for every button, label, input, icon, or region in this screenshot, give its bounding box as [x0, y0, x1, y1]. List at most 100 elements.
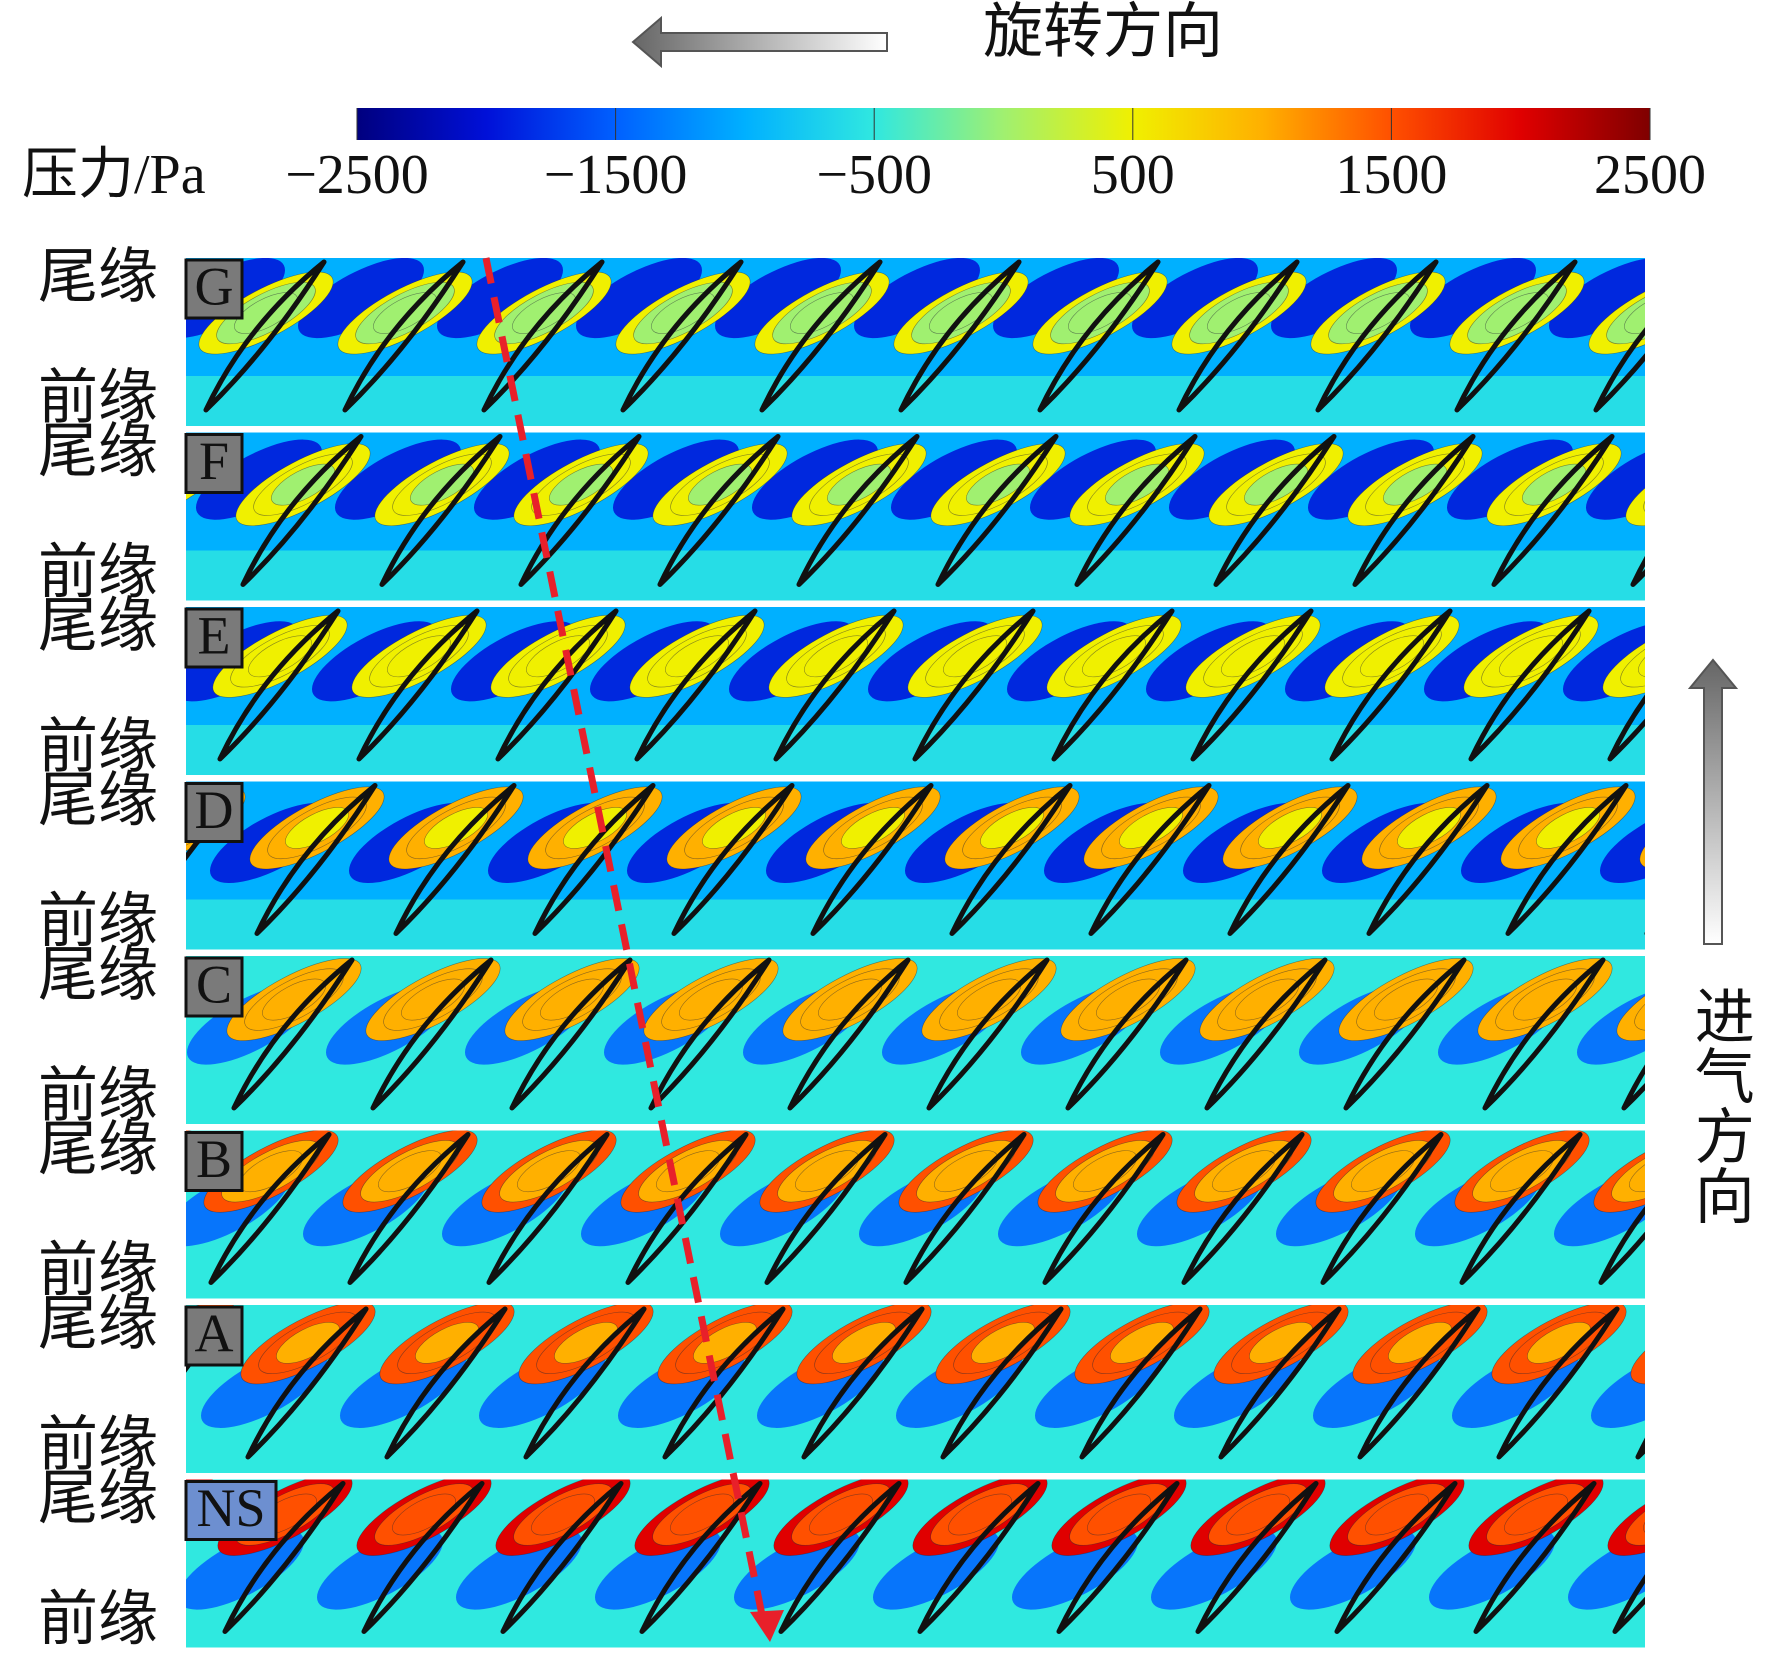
low-pressure: [1428, 1529, 1556, 1610]
low-pressure: [316, 1529, 444, 1610]
high-pressure: [1643, 453, 1645, 516]
blade: [625, 1132, 749, 1285]
high-pressure: [1630, 1305, 1645, 1385]
panel-inflow-band: [186, 550, 1645, 601]
blade: [1491, 434, 1615, 587]
blade: [1735, 262, 1772, 410]
blade: [778, 1481, 902, 1634]
high-pressure: [1752, 614, 1772, 699]
blade: [1079, 1306, 1203, 1460]
contour-panel: [186, 607, 1772, 775]
high-pressure: [1634, 968, 1645, 1031]
low-pressure: [1289, 1529, 1417, 1610]
trend-line: [482, 257, 766, 1616]
blade: [1468, 608, 1592, 762]
blade: [926, 957, 1050, 1111]
blade: [1320, 1132, 1444, 1285]
high-pressure: [1624, 292, 1645, 334]
low-pressure: [1585, 439, 1645, 520]
low-pressure: [872, 1529, 1000, 1610]
blade: [495, 608, 619, 762]
low-pressure: [1728, 787, 1772, 899]
low-pressure: [1677, 242, 1772, 354]
colorbar-label: 压力/Pa: [22, 144, 206, 206]
blade: [1190, 608, 1314, 762]
trailing-edge-label: 尾缘: [38, 1465, 158, 1531]
high-pressure: [1769, 772, 1772, 885]
blade: [1454, 259, 1578, 413]
low-pressure: [992, 258, 1120, 339]
blade: [1181, 1132, 1305, 1285]
blade: [1176, 259, 1300, 413]
trailing-edge-label: 尾缘: [38, 767, 158, 833]
blade: [917, 1481, 1041, 1634]
panel-label: A: [195, 1303, 234, 1363]
blade: [1315, 259, 1439, 413]
blade: [1042, 1132, 1166, 1285]
blade: [620, 259, 744, 413]
blade: [1505, 783, 1629, 936]
low-pressure: [1590, 1347, 1645, 1428]
high-pressure: [1639, 786, 1645, 870]
leading-edge-label: 前缘: [38, 714, 158, 780]
blade: [361, 1481, 485, 1634]
panel-label-box: [184, 258, 244, 320]
blade: [1630, 556, 1645, 587]
low-pressure: [1029, 439, 1157, 520]
low-pressure: [1150, 1529, 1278, 1610]
contour-panel: [186, 956, 1772, 1124]
blade: [903, 1132, 1027, 1285]
blade: [1088, 783, 1212, 936]
blade: [254, 783, 378, 936]
low-pressure: [890, 439, 1018, 520]
blade: [810, 783, 934, 936]
blade: [1459, 1132, 1583, 1285]
panel-label: D: [195, 780, 234, 840]
contour-panel: [186, 772, 1772, 950]
blade: [1213, 434, 1337, 587]
high-pressure: [1641, 1300, 1756, 1385]
high-pressure: [809, 1493, 873, 1536]
low-pressure: [612, 439, 740, 520]
low-pressure: [1168, 439, 1296, 520]
low-pressure: [455, 1529, 583, 1610]
leading-edge-label: 前缘: [38, 1586, 158, 1652]
high-pressure: [1766, 957, 1772, 1042]
blade: [1607, 694, 1645, 762]
blade: [1051, 608, 1175, 762]
low-pressure: [1307, 439, 1435, 520]
leading-edge-label: 前缘: [38, 1063, 158, 1129]
blade: [208, 1132, 332, 1285]
blade: [245, 1306, 369, 1460]
low-pressure: [1599, 802, 1645, 884]
low-pressure: [1011, 1529, 1139, 1610]
panel-label: NS: [196, 1478, 265, 1538]
high-pressure: [1718, 257, 1772, 370]
trailing-edge-label: 尾缘: [38, 418, 158, 484]
colorbar-tick-label: 1500: [1335, 144, 1447, 206]
blade: [1204, 957, 1328, 1111]
blade: [1496, 1306, 1620, 1460]
panel-label: C: [196, 954, 232, 1014]
blade: [801, 1306, 925, 1460]
panel-label-box: [184, 1131, 244, 1192]
low-pressure: [1548, 258, 1645, 339]
panel-label-box: [184, 782, 244, 843]
contour-panel: [186, 242, 1772, 426]
leading-edge-label: 前缘: [38, 888, 158, 954]
blade: [370, 957, 494, 1111]
blade: [518, 434, 642, 587]
high-pressure: [1087, 1493, 1151, 1536]
trailing-edge-label: 尾缘: [38, 244, 158, 310]
trailing-edge-label: 尾缘: [38, 593, 158, 659]
low-pressure: [575, 258, 703, 339]
high-pressure: [1760, 1286, 1772, 1399]
blade: [356, 608, 480, 762]
rotation-arrow: [631, 15, 888, 69]
panels: G尾缘前缘F尾缘前缘E尾缘前缘D尾缘前缘C尾缘前缘B尾缘前缘A尾缘前缘NS尾缘前…: [38, 242, 1772, 1652]
blade: [500, 1481, 624, 1634]
rotation-label: 旋转方向: [983, 0, 1223, 65]
high-pressure: [1638, 635, 1645, 678]
panel-label-box: [184, 433, 244, 494]
low-pressure: [1567, 1529, 1645, 1610]
